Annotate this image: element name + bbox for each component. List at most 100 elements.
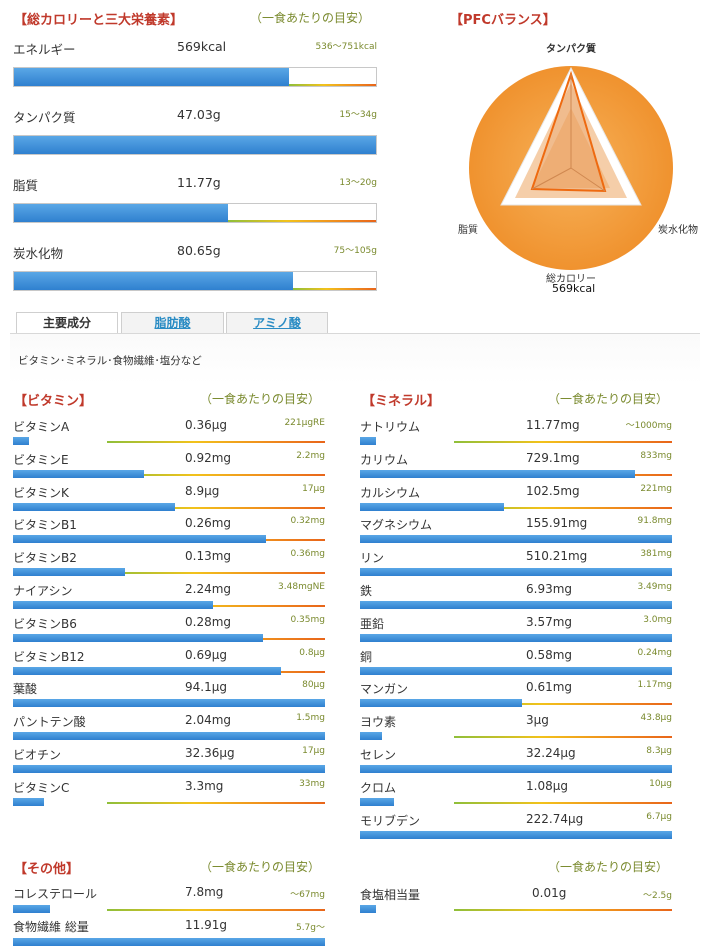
nutrient-name: ビオチン <box>13 748 62 762</box>
nutrient-reference: 0.24mg <box>637 647 672 658</box>
nutrient-bar-fill <box>360 535 672 544</box>
nutrient-name: 食物繊維 総量 <box>13 920 89 934</box>
nutrient-name: 脂質 <box>13 178 39 193</box>
tab-main[interactable]: 主要成分 <box>16 312 118 334</box>
nutrient-value: 3.3mg <box>185 778 224 793</box>
nutrient-name: 葉酸 <box>13 682 38 697</box>
nutrient-bar <box>360 699 672 708</box>
nutrient-bar <box>360 469 672 478</box>
nutrient-row: 脂質 11.77g 13〜20g <box>13 175 377 223</box>
nutrient-name: ビタミンB6 <box>13 616 77 631</box>
nutrient-reference: 1.5mg <box>296 713 325 724</box>
others-note: （一食あたりの目安） <box>200 860 321 874</box>
nutrient-ideal-range <box>106 506 325 509</box>
nutrient-ideal-range <box>453 909 672 911</box>
nutrient-bar-fill <box>360 633 672 642</box>
nutrient-ideal-range <box>453 506 672 509</box>
nutrient-reference: 3.49mg <box>637 582 672 592</box>
nutrient-bar-fill <box>360 699 523 708</box>
nutrient-ideal-range <box>227 220 376 222</box>
nutrient-reference: 3.0mg <box>643 614 672 625</box>
pfc-label-carb: 炭水化物 <box>658 225 698 236</box>
nutrient-bar <box>360 830 672 839</box>
nutrient-bar <box>360 437 672 445</box>
nutrient-reference: 6.7μg <box>646 811 672 822</box>
nutrient-name: ビタミンB2 <box>13 551 77 566</box>
nutrient-name: モリブデン <box>360 813 421 828</box>
pfc-total-value: 569kcal <box>552 282 596 295</box>
pfc-actual-triangle <box>530 70 607 193</box>
nutrient-row: ビタミンB6 0.28mg 0.35mg <box>13 615 325 649</box>
nutrient-bar <box>360 732 672 741</box>
nutrient-value: 94.1μg <box>185 680 227 695</box>
nutrient-name: マンガン <box>360 682 409 697</box>
nutrient-row: 葉酸 94.1μg 80μg <box>13 680 325 714</box>
nutrient-reference: 536〜751kcal <box>315 42 377 52</box>
nutrient-bar-fill <box>13 938 325 946</box>
nutrient-bar-fill <box>13 437 29 445</box>
nutrient-value: 0.36μg <box>185 418 227 432</box>
nutrient-row: パントテン酸 2.04mg 1.5mg <box>13 713 325 747</box>
nutrient-row: マンガン 0.61mg 1.17mg <box>360 680 672 714</box>
nutrient-name: ビタミンC <box>13 780 70 795</box>
nutrient-row: ビタミンE 0.92mg 2.2mg <box>13 451 325 485</box>
nutrient-bar-fill <box>13 601 213 609</box>
nutrient-ideal-range <box>106 605 325 607</box>
nutrient-value: 0.69μg <box>185 647 227 662</box>
nutrient-bar-fill <box>14 136 376 154</box>
nutrient-value: 7.8mg <box>185 885 224 899</box>
nutrient-value: 3μg <box>526 713 549 728</box>
nutrient-row: 食塩相当量 0.01g 〜2.5g <box>360 886 672 920</box>
nutrient-bar <box>13 271 377 291</box>
nutrient-reference: 0.36mg <box>290 549 325 560</box>
salt-note: （一食あたりの目安） <box>548 860 669 874</box>
nutrient-name: リン <box>360 551 385 566</box>
nutrient-row: カリウム 729.1mg 833mg <box>360 451 672 485</box>
nutrient-bar <box>13 633 325 642</box>
tab-fatty-acids[interactable]: 脂肪酸 <box>121 312 224 333</box>
nutrient-name: セレン <box>360 748 397 762</box>
nutrient-bar-fill <box>360 905 376 913</box>
nutrient-name: ヨウ素 <box>360 715 397 730</box>
nutrient-value: 6.93mg <box>526 582 573 596</box>
nutrient-bar <box>360 797 672 806</box>
nutrient-value: 0.58mg <box>526 647 573 662</box>
nutrient-row: 炭水化物 80.65g 75〜105g <box>13 243 377 291</box>
nutrient-bar <box>13 469 325 478</box>
nutrient-reference: 381mg <box>640 549 672 560</box>
nutrient-name: タンパク質 <box>13 110 76 125</box>
nutrient-value: 2.24mg <box>185 582 232 596</box>
nutrient-ideal-range <box>453 736 672 739</box>
nutrient-value: 47.03g <box>177 107 221 122</box>
nutrient-bar <box>13 203 377 223</box>
nutrient-bar <box>360 601 672 609</box>
vitamins-title: 【ビタミン】 <box>14 394 93 409</box>
pfc-radar-chart: タンパク質 炭水化物 脂質 総カロリー 569kcal <box>440 38 703 300</box>
nutrient-bar <box>13 905 325 913</box>
nutrient-bar-fill <box>360 830 672 839</box>
nutrient-row: 銅 0.58mg 0.24mg <box>360 648 672 682</box>
nutrient-row: ナトリウム 11.77mg 〜1000mg <box>360 418 672 452</box>
nutrient-row: エネルギー 569kcal 536〜751kcal <box>13 39 377 87</box>
nutrient-name: 鉄 <box>360 584 373 598</box>
nutrient-value: 3.57mg <box>526 614 573 629</box>
nutrient-row: ビタミンC 3.3mg 33mg <box>13 779 325 813</box>
nutrient-reference: 33mg <box>299 778 325 789</box>
nutrient-bar-fill <box>13 666 282 675</box>
nutrient-name: 炭水化物 <box>13 246 64 261</box>
macros-title: 【総カロリーと三大栄養素】 <box>14 13 184 28</box>
nutrient-ideal-range <box>106 473 325 476</box>
nutrient-value: 569kcal <box>177 39 227 54</box>
nutrient-value: 8.9μg <box>185 483 220 498</box>
nutrient-reference: 〜1000mg <box>625 421 672 431</box>
nutrient-reference: 3.48mgNE <box>278 582 325 592</box>
nutrient-reference: 13〜20g <box>339 178 377 188</box>
nutrient-ideal-range <box>453 441 672 443</box>
vitamins-note: （一食あたりの目安） <box>200 392 321 406</box>
nutrient-reference: 75〜105g <box>333 246 377 256</box>
nutrient-bar-fill <box>360 568 672 577</box>
tab-amino-acids[interactable]: アミノ酸 <box>226 312 328 333</box>
nutrient-row: 食物繊維 総量 11.91g 5.7g〜 <box>13 918 325 952</box>
nutrient-row: ビタミンK 8.9μg 17μg <box>13 484 325 518</box>
others-title: 【その他】 <box>14 862 80 877</box>
